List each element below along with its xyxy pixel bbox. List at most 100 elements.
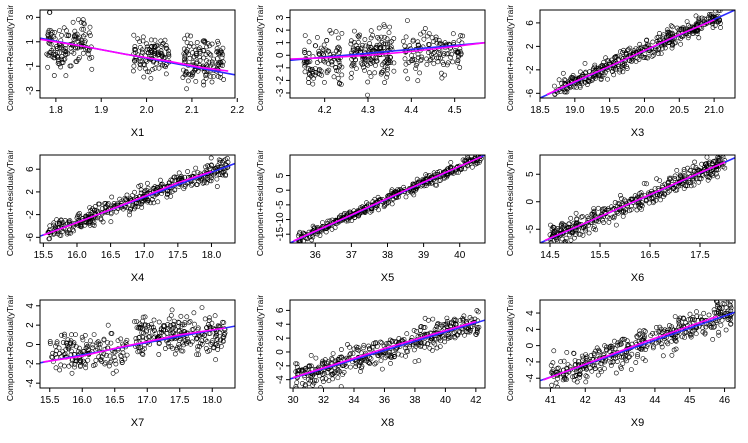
data-point: [329, 59, 335, 65]
data-point: [209, 59, 215, 65]
data-point: [90, 222, 96, 227]
y-tick-label: 2: [275, 27, 286, 33]
data-point: [78, 223, 83, 229]
data-point: [694, 313, 700, 319]
data-point: [111, 354, 117, 360]
data-point: [107, 353, 113, 359]
data-point: [170, 345, 175, 351]
data-point: [612, 54, 617, 60]
data-point: [593, 366, 598, 371]
data-point: [555, 365, 561, 371]
data-point: [599, 361, 605, 367]
data-point: [556, 77, 562, 83]
data-point: [101, 336, 107, 342]
x-axis-title: X6: [631, 272, 644, 284]
data-point: [214, 176, 220, 182]
data-point: [71, 50, 77, 56]
data-point: [373, 55, 379, 61]
data-point: [188, 33, 193, 39]
data-point: [202, 40, 208, 45]
data-point: [354, 46, 360, 51]
data-point: [307, 363, 312, 369]
data-point: [622, 197, 627, 203]
data-point: [610, 344, 615, 350]
x-axis-title: X8: [381, 417, 394, 429]
data-point: [574, 217, 580, 222]
y-axis-title: Component+Residual(yTrair: [5, 150, 15, 256]
data-point: [579, 225, 585, 231]
data-point: [378, 352, 384, 358]
data-point: [203, 75, 209, 81]
x-tick-label: 36: [310, 250, 322, 261]
data-point: [187, 43, 192, 49]
data-point: [139, 47, 145, 53]
data-point: [364, 200, 369, 206]
data-point: [387, 54, 393, 60]
points-group: [547, 155, 728, 243]
data-point: [365, 359, 371, 365]
data-point: [66, 346, 72, 352]
y-tick-label: -4: [25, 378, 36, 387]
data-point: [56, 57, 62, 62]
data-point: [140, 314, 146, 320]
x-tick-label: 18.5: [530, 105, 550, 116]
data-point: [306, 364, 312, 370]
data-point: [73, 332, 78, 337]
data-point: [137, 61, 143, 67]
data-point: [596, 72, 602, 77]
data-point: [319, 360, 325, 366]
data-point: [112, 349, 118, 355]
x-tick-label: 16.5: [101, 250, 121, 261]
data-point: [167, 188, 173, 194]
data-point: [105, 340, 110, 345]
data-point: [582, 80, 588, 85]
data-point: [432, 326, 438, 332]
data-point: [96, 341, 102, 347]
data-point: [574, 85, 579, 90]
x-tick-label: 17.0: [134, 250, 154, 261]
data-point: [573, 210, 579, 216]
data-point: [214, 56, 220, 62]
data-point: [136, 325, 141, 331]
data-point: [570, 75, 575, 80]
data-point: [618, 341, 624, 347]
y-tick-label: 2: [25, 322, 36, 328]
data-point: [716, 332, 722, 338]
data-point: [571, 235, 577, 241]
data-point: [184, 86, 189, 92]
data-point: [214, 46, 220, 51]
data-point: [621, 354, 626, 360]
data-point: [620, 336, 626, 342]
data-point: [716, 304, 722, 310]
data-point: [596, 347, 602, 353]
data-point: [382, 34, 387, 40]
data-point: [154, 42, 160, 48]
data-point: [384, 353, 390, 359]
data-point: [462, 332, 467, 338]
data-point: [673, 40, 678, 46]
data-point: [183, 70, 189, 75]
x-tick-label: 42: [580, 395, 592, 406]
data-point: [688, 183, 694, 189]
data-point: [691, 176, 697, 182]
smooth-fit-line: [292, 320, 477, 379]
data-point: [63, 49, 69, 54]
data-point: [87, 205, 93, 210]
data-point: [156, 330, 162, 336]
data-point: [52, 55, 58, 61]
data-point: [455, 54, 461, 60]
data-point: [151, 52, 157, 58]
data-point: [460, 33, 466, 39]
data-point: [667, 40, 672, 45]
data-point: [78, 44, 84, 50]
data-point: [348, 351, 354, 356]
data-point: [658, 51, 664, 56]
data-point: [87, 24, 93, 30]
data-point: [158, 48, 164, 54]
data-point: [135, 36, 141, 42]
data-point: [148, 76, 154, 81]
data-point: [171, 322, 177, 327]
y-tick-label: -10: [275, 212, 286, 227]
data-point: [133, 336, 139, 341]
